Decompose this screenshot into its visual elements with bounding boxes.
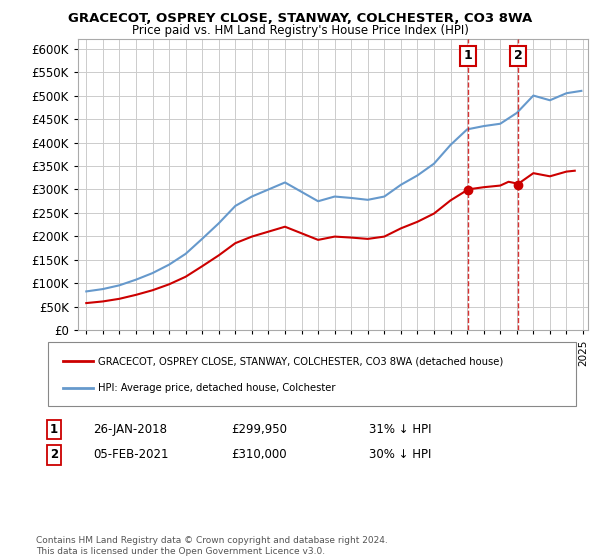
Text: 2: 2 bbox=[514, 49, 523, 62]
Text: 26-JAN-2018: 26-JAN-2018 bbox=[93, 423, 167, 436]
Text: GRACECOT, OSPREY CLOSE, STANWAY, COLCHESTER, CO3 8WA (detached house): GRACECOT, OSPREY CLOSE, STANWAY, COLCHES… bbox=[98, 356, 503, 366]
Text: £299,950: £299,950 bbox=[231, 423, 287, 436]
Text: Price paid vs. HM Land Registry's House Price Index (HPI): Price paid vs. HM Land Registry's House … bbox=[131, 24, 469, 36]
Text: 1: 1 bbox=[464, 49, 473, 62]
Text: 2: 2 bbox=[50, 448, 58, 461]
Text: 1: 1 bbox=[50, 423, 58, 436]
Text: £310,000: £310,000 bbox=[231, 448, 287, 461]
Text: HPI: Average price, detached house, Colchester: HPI: Average price, detached house, Colc… bbox=[98, 382, 335, 393]
Text: GRACECOT, OSPREY CLOSE, STANWAY, COLCHESTER, CO3 8WA: GRACECOT, OSPREY CLOSE, STANWAY, COLCHES… bbox=[68, 12, 532, 25]
Text: 30% ↓ HPI: 30% ↓ HPI bbox=[369, 448, 431, 461]
Text: 05-FEB-2021: 05-FEB-2021 bbox=[93, 448, 169, 461]
Text: 31% ↓ HPI: 31% ↓ HPI bbox=[369, 423, 431, 436]
Text: Contains HM Land Registry data © Crown copyright and database right 2024.
This d: Contains HM Land Registry data © Crown c… bbox=[36, 536, 388, 556]
